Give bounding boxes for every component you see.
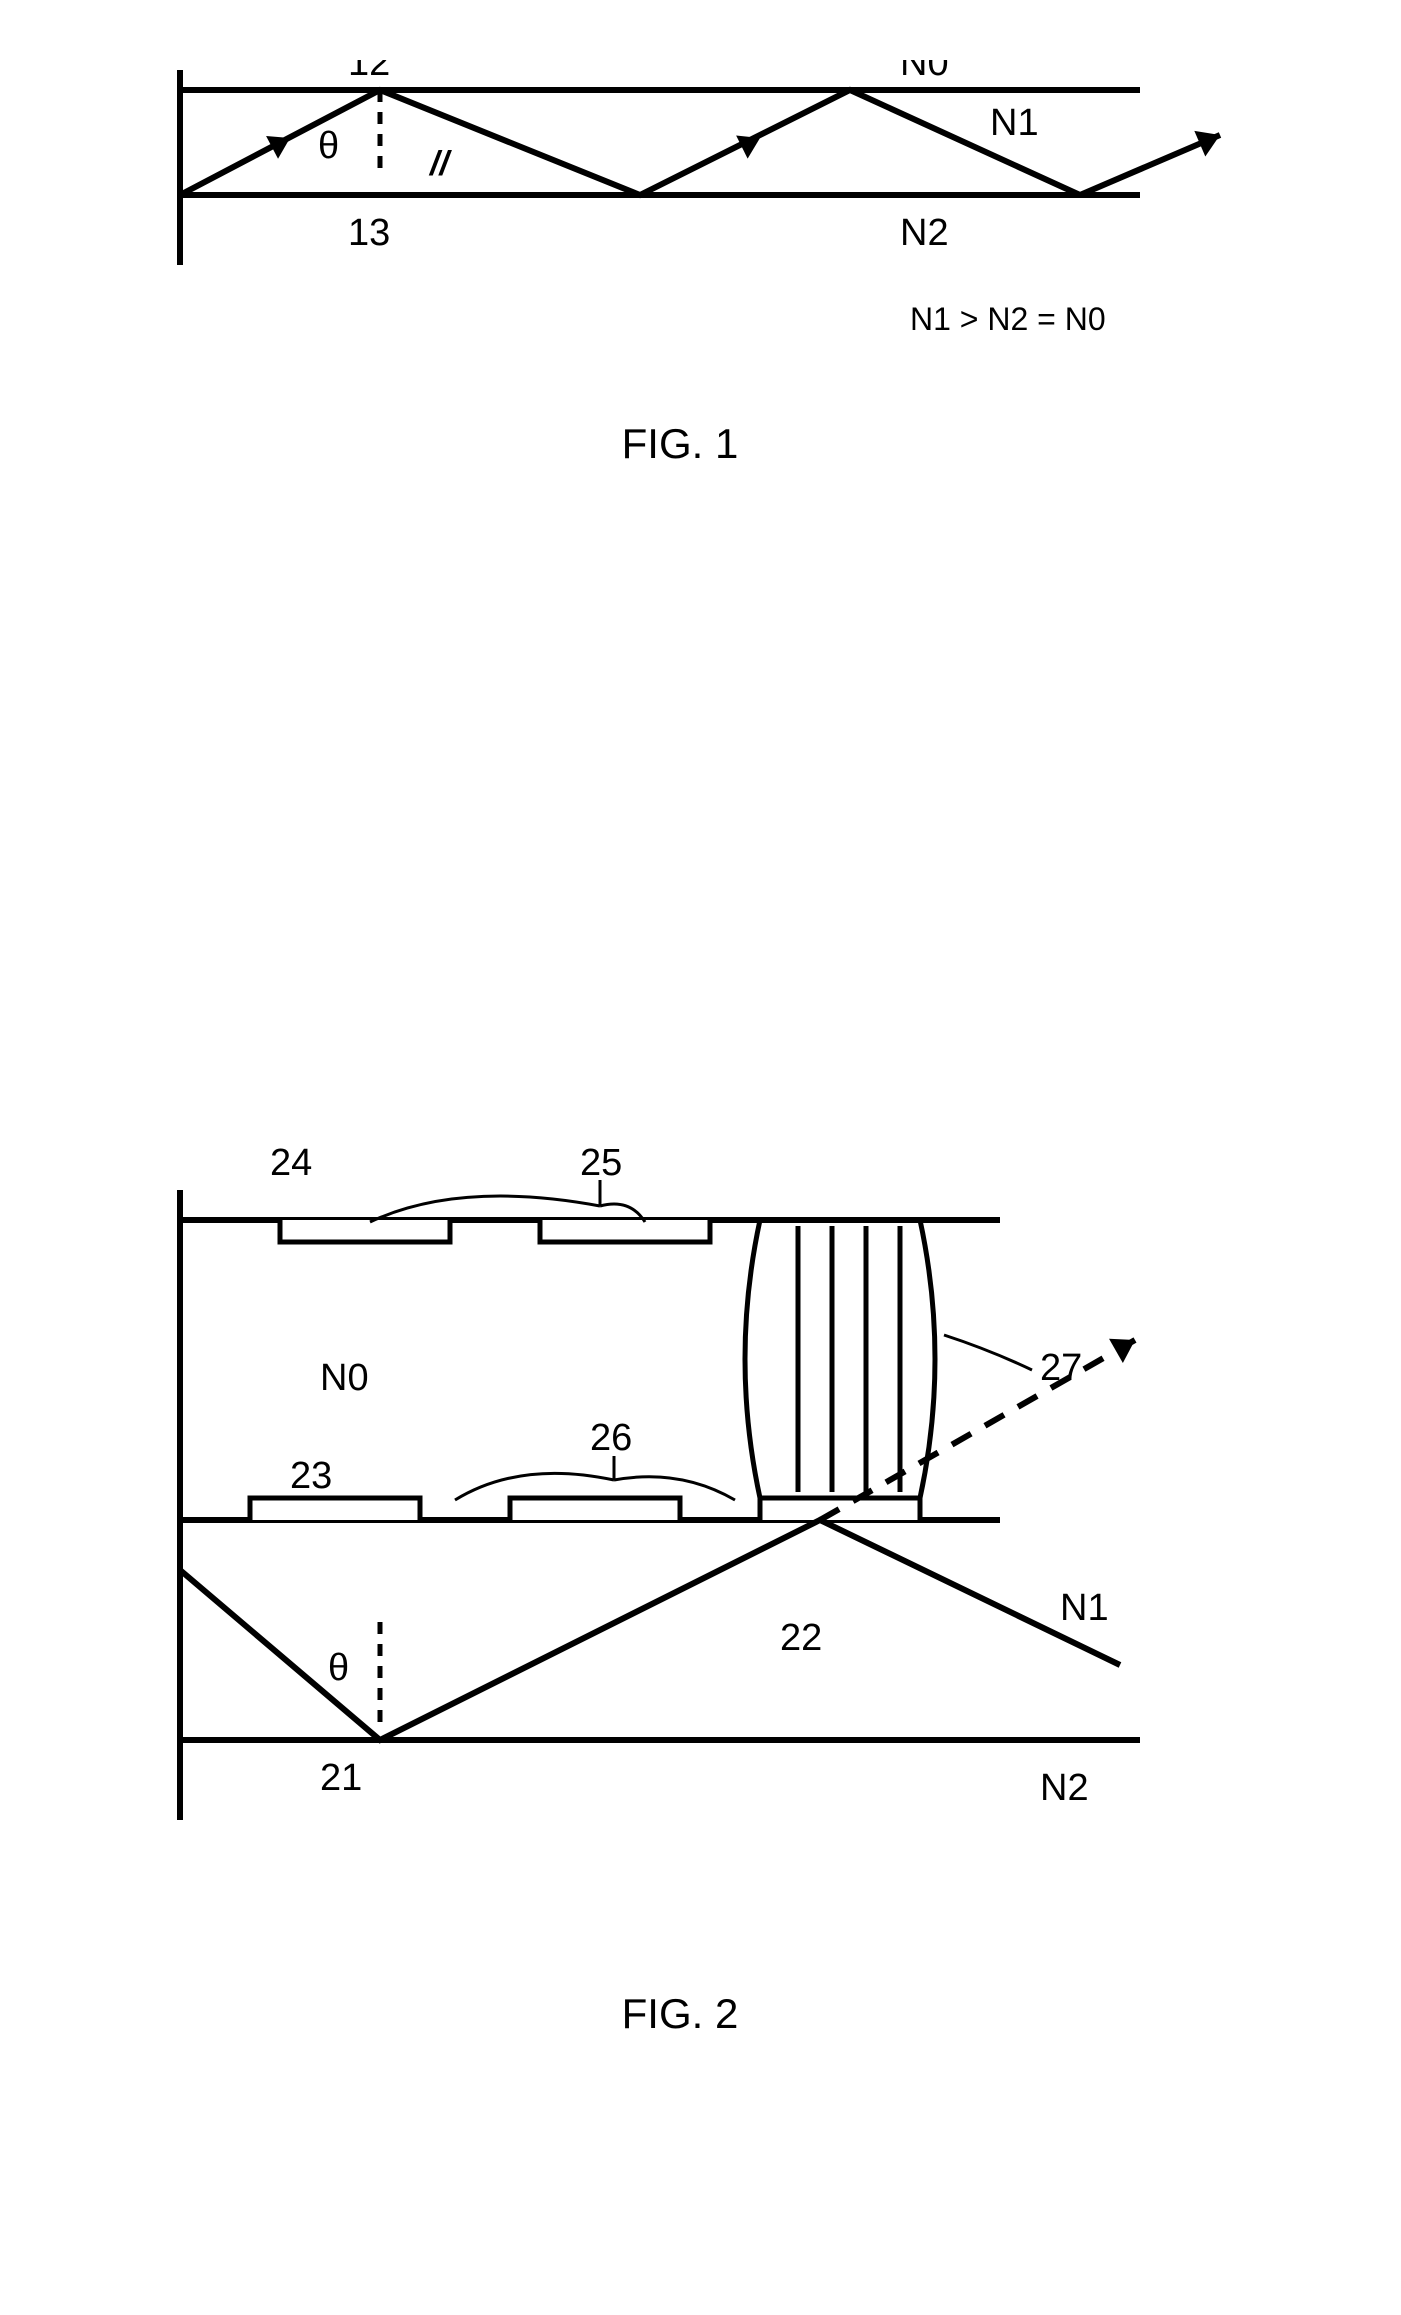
figure-2: 252627θ24N02322N121N2 FIG. 2 bbox=[120, 1120, 1240, 2140]
svg-text:12: 12 bbox=[348, 60, 390, 84]
svg-text:θ: θ bbox=[318, 125, 339, 167]
svg-text:N2: N2 bbox=[900, 212, 949, 254]
svg-text:23: 23 bbox=[290, 1455, 332, 1497]
figure-2-svg: 252627θ24N02322N121N2 bbox=[120, 1120, 1240, 2050]
svg-text:N0: N0 bbox=[320, 1357, 369, 1399]
figure-1: θ // 12 13 N0 N1 N2 N1 > N2 = N0 FIG. 1 bbox=[120, 60, 1240, 490]
figure-2-caption: FIG. 2 bbox=[120, 1990, 1240, 2038]
svg-text:θ: θ bbox=[328, 1647, 349, 1689]
svg-text:N0: N0 bbox=[900, 60, 949, 84]
svg-text:N1: N1 bbox=[990, 102, 1039, 144]
svg-text:N2: N2 bbox=[1040, 1767, 1089, 1809]
svg-text:26: 26 bbox=[590, 1417, 632, 1459]
figure-1-svg: θ // 12 13 N0 N1 N2 N1 > N2 = N0 bbox=[120, 60, 1240, 400]
svg-text:21: 21 bbox=[320, 1757, 362, 1799]
figure-1-caption: FIG. 1 bbox=[120, 420, 1240, 468]
svg-text:25: 25 bbox=[580, 1142, 622, 1184]
svg-text:24: 24 bbox=[270, 1142, 312, 1184]
svg-text:N1: N1 bbox=[1060, 1587, 1109, 1629]
svg-text:22: 22 bbox=[780, 1617, 822, 1659]
svg-text:N1 > N2 = N0: N1 > N2 = N0 bbox=[910, 301, 1106, 337]
svg-text://: // bbox=[428, 145, 452, 183]
svg-text:13: 13 bbox=[348, 212, 390, 254]
